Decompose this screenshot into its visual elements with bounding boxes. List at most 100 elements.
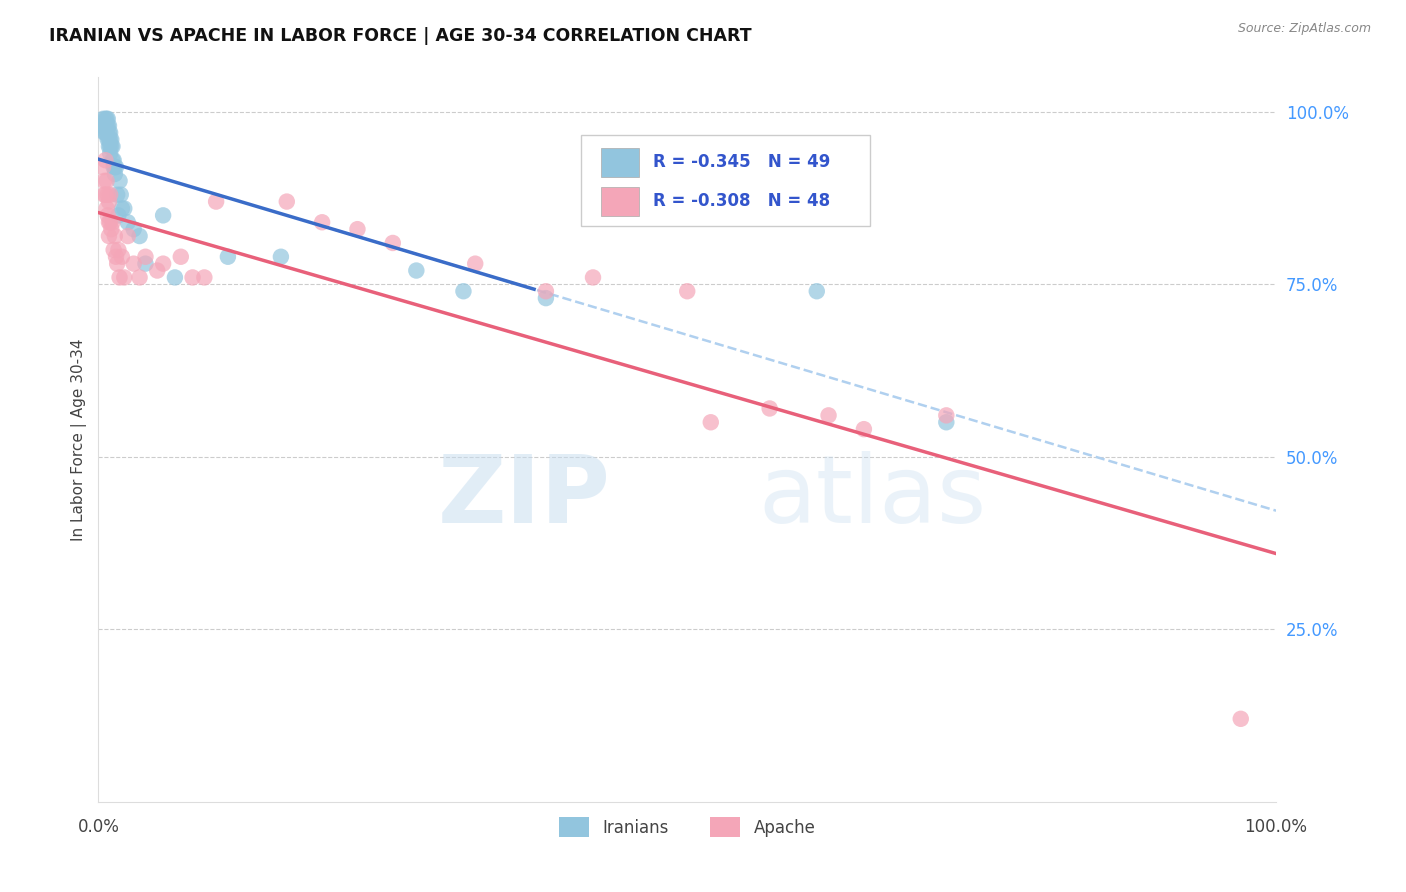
Point xyxy=(97,112,120,126)
Point xyxy=(146,263,169,277)
Point xyxy=(98,215,121,229)
Point xyxy=(101,215,124,229)
Point xyxy=(96,202,118,216)
Point xyxy=(98,146,121,161)
Point xyxy=(101,153,124,168)
Point xyxy=(94,112,117,126)
Point xyxy=(108,270,131,285)
Point xyxy=(93,187,115,202)
Point xyxy=(381,235,404,250)
Point xyxy=(806,284,828,298)
Point xyxy=(110,187,132,202)
Point xyxy=(104,167,127,181)
Point xyxy=(311,215,333,229)
Point xyxy=(105,250,128,264)
Point xyxy=(758,401,780,416)
Point xyxy=(93,174,115,188)
Point xyxy=(152,208,174,222)
Point xyxy=(107,208,129,222)
Point xyxy=(96,119,118,133)
Point xyxy=(96,174,118,188)
Point xyxy=(94,187,117,202)
Point xyxy=(464,257,486,271)
Point xyxy=(152,257,174,271)
Point xyxy=(181,270,204,285)
Point xyxy=(276,194,298,209)
Point xyxy=(117,229,139,244)
Point xyxy=(94,153,117,168)
Point xyxy=(97,126,120,140)
Point xyxy=(100,132,122,146)
Point xyxy=(676,284,699,298)
Legend: Iranians, Apache: Iranians, Apache xyxy=(553,810,823,844)
Point xyxy=(97,119,120,133)
Y-axis label: In Labor Force | Age 30-34: In Labor Force | Age 30-34 xyxy=(72,338,87,541)
Text: Source: ZipAtlas.com: Source: ZipAtlas.com xyxy=(1237,22,1371,36)
Point xyxy=(105,257,128,271)
Point xyxy=(122,257,145,271)
Point xyxy=(217,250,239,264)
Point xyxy=(93,119,115,133)
Point xyxy=(103,160,125,174)
Point xyxy=(817,409,839,423)
Point xyxy=(170,250,193,264)
Point xyxy=(112,202,135,216)
Point xyxy=(100,222,122,236)
Point xyxy=(534,284,557,298)
Point xyxy=(96,126,118,140)
Point xyxy=(97,194,120,209)
Point xyxy=(453,284,475,298)
Point xyxy=(205,194,228,209)
Point xyxy=(97,132,120,146)
Point xyxy=(193,270,215,285)
Point xyxy=(103,243,125,257)
Point xyxy=(1229,712,1251,726)
Point xyxy=(163,270,186,285)
Point xyxy=(405,263,427,277)
Point xyxy=(105,160,128,174)
Point xyxy=(112,270,135,285)
Text: atlas: atlas xyxy=(758,451,986,543)
Point xyxy=(582,270,605,285)
FancyBboxPatch shape xyxy=(581,136,870,226)
Point xyxy=(852,422,875,436)
Point xyxy=(104,160,127,174)
Point xyxy=(93,126,115,140)
Point xyxy=(100,139,122,153)
Text: R = -0.345   N = 49: R = -0.345 N = 49 xyxy=(652,153,831,171)
Point xyxy=(111,250,134,264)
Point xyxy=(700,415,723,429)
Point xyxy=(98,132,121,146)
Point xyxy=(98,126,121,140)
Point xyxy=(94,119,117,133)
Point xyxy=(346,222,368,236)
Point xyxy=(534,291,557,305)
Point xyxy=(105,187,128,202)
Point xyxy=(97,132,120,146)
Point xyxy=(117,215,139,229)
Point xyxy=(98,187,121,202)
FancyBboxPatch shape xyxy=(602,187,638,216)
Point xyxy=(935,415,957,429)
Point xyxy=(108,174,131,188)
Point xyxy=(134,257,156,271)
Point xyxy=(97,208,120,222)
Point xyxy=(94,126,117,140)
Point xyxy=(103,153,125,168)
Point xyxy=(270,250,292,264)
Point xyxy=(128,229,150,244)
Point xyxy=(104,229,127,244)
Point xyxy=(111,202,134,216)
Point xyxy=(935,409,957,423)
Point xyxy=(98,139,121,153)
Point xyxy=(128,270,150,285)
Point xyxy=(96,112,118,126)
Point xyxy=(91,160,114,174)
Point xyxy=(107,243,129,257)
Point xyxy=(97,229,120,244)
Text: R = -0.308   N = 48: R = -0.308 N = 48 xyxy=(652,193,830,211)
FancyBboxPatch shape xyxy=(602,148,638,177)
Point xyxy=(122,222,145,236)
Point xyxy=(97,139,120,153)
Point xyxy=(97,187,120,202)
